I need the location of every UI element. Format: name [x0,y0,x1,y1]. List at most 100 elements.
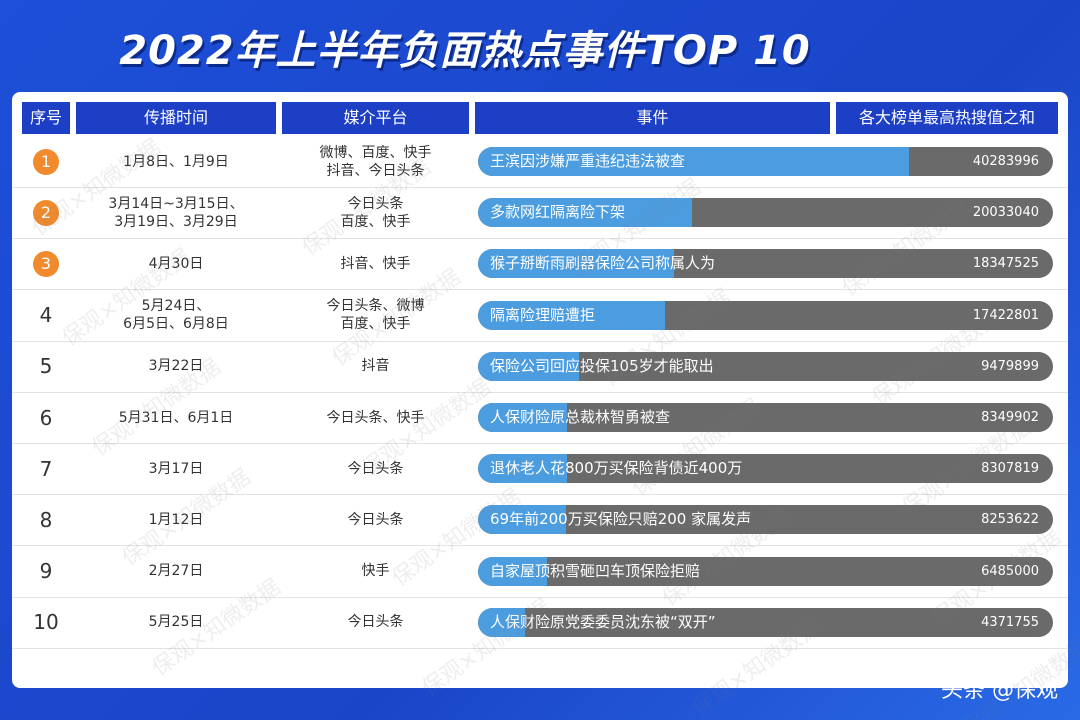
header-cell: 媒介平台 [282,102,469,134]
time-line: 3月17日 [148,460,204,477]
platform-line: 抖音 [361,358,390,375]
rank-cell: 5 [22,341,70,392]
time-line: 1月12日 [148,511,204,528]
time-cell: 5月25日 [76,597,276,648]
bar [478,351,580,381]
value-label: 9479899 [981,358,1039,374]
time-line: 5月31日、6月1日 [118,409,234,426]
time-line: 3月14日~3月15日、 [108,195,244,212]
time-cell: 5月24日、 6月5日、6月8日 [76,290,276,341]
bar [478,147,910,176]
rank: 6 [39,405,53,430]
platform-line: 抖音、快手 [340,255,411,272]
bar-track: 隔离险理赔遭拒 17422801 [478,300,1053,330]
header-cell: 事件 [475,102,830,134]
bar-track: 自家屋顶积雪砸凹车顶保险拒赔 6485000 [478,556,1053,586]
value-label: 8307819 [981,461,1039,477]
rank: 7 [39,456,53,481]
rank-cell: 9 [22,546,70,597]
rank: 8 [39,507,53,532]
bar [478,505,567,535]
value-label: 40283996 [972,154,1039,169]
event: 猴子掰断雨刷器保险公司称属人为 [490,254,716,273]
time-line: 2月27日 [148,563,204,580]
event: 69年前200万买保险只赔200 家属发声 [490,510,752,529]
value-label: 8253622 [981,512,1039,528]
rank: 5 [39,354,53,379]
event: 退休老人花800万买保险背债近400万 [490,459,743,478]
bar [478,249,675,279]
rank-cell: 1 [22,136,70,187]
platform-line: 今日头条、微博 [326,298,425,315]
rank: 10 [33,610,59,635]
platform-line: 今日头条 [347,460,404,477]
rank-cell: 4 [22,290,70,341]
value-label: 20033040 [972,205,1039,221]
table-row: 4 5月24日、 6月5日、6月8日 今日头条、微博 百度、快手 隔离险理赔遭拒 17422… [12,290,1068,342]
table-row: 5 3月22日 抖音 保险公司回应投保105岁才能取出 9479899 [12,341,1068,393]
bar-track: 人保财险原党委委员沈东被“双开” 4371755 [478,607,1053,637]
header-cell: 传播时间 [76,102,276,134]
bar [478,556,548,586]
platform-cell: 今日头条 [282,494,469,545]
value-label: 6485000 [981,563,1039,579]
time-line: 3月22日 [148,358,204,375]
rank: 4 [39,303,53,328]
platform-cell: 抖音 [282,341,469,392]
platform-cell: 今日头条、微博 百度、快手 [282,290,469,341]
platform-line: 微博、百度、快手 [319,144,432,161]
rank: 2 [33,199,59,226]
time-cell: 5月31日、6月1日 [76,392,276,443]
header-cell: 序号 [22,102,70,134]
time-cell: 1月12日 [76,494,276,545]
time-line: 4月30日 [148,255,204,272]
time-cell: 3月14日~3月15日、 3月19日、3月29日 [76,187,276,238]
bar-track: 69年前200万买保险只赔200 家属发声 8253622 [478,505,1053,535]
time-cell: 1月8日、1月9日 [76,136,276,187]
event: 人保财险原总裁林智勇被查 [490,408,671,426]
platform-cell: 抖音、快手 [282,238,469,289]
bar-track: 多款网红隔离险下架 20033040 [478,198,1053,228]
rank: 3 [33,250,59,277]
time-line: 3月19日、3月29日 [114,213,238,230]
rank-cell: 8 [22,494,70,545]
value-label: 4371755 [981,614,1039,630]
time-line: 5月24日、 [141,298,211,315]
rank-cell: 3 [22,238,70,289]
table-row: 1 1月8日、1月9日 微博、百度、快手 抖音、今日头条 王滨因涉嫌严重违纪违法被查 40… [12,136,1068,188]
event: 保险公司回应投保105岁才能取出 [490,356,714,375]
header-cell: 各大榜单最高热搜值之和 [836,102,1058,134]
event: 多款网红隔离险下架 [490,203,626,222]
table-row: 2 3月14日~3月15日、 3月19日、3月29日 今日头条 百度、快手 多款网红隔离险… [12,187,1068,240]
bar [478,454,567,484]
bar-track: 退休老人花800万买保险背债近400万 8307819 [478,454,1053,484]
time-line: 6月5日、6月8日 [123,316,229,333]
platform-cell: 今日头条 百度、快手 [282,187,469,238]
platform-cell: 微博、百度、快手 抖音、今日头条 [282,136,469,187]
platform-line: 今日头条 [347,614,404,631]
platform-line: 快手 [361,563,390,580]
bar [478,403,568,432]
value-label: 17422801 [972,307,1039,323]
bar-track: 猴子掰断雨刷器保险公司称属人为 18347525 [478,249,1053,279]
platform-line: 百度、快手 [340,213,411,230]
platform-line: 抖音、今日头条 [326,162,425,179]
table-row: 10 5月25日 今日头条 人保财险原党委委员沈东被“双开” 4371755 [12,597,1068,649]
platform-cell: 今日头条、快手 [282,392,469,443]
time-cell: 3月17日 [76,443,276,494]
footer: 头条 @保观 [941,678,1058,703]
bar-track: 王滨因涉嫌严重违纪违法被查 40283996 [478,147,1053,176]
rank-cell: 10 [22,597,70,648]
event: 人保财险原党委委员沈东被“双开” [490,612,716,631]
bar [478,607,525,637]
title: 2022年上半年负面热点事件TOP 10 [119,28,811,74]
bar [478,300,665,330]
table-row: 7 3月17日 今日头条 退休老人花800万买保险背债近400万 8307819 [12,443,1068,496]
rank: 1 [33,148,59,175]
rank-cell: 6 [22,392,70,443]
rank-cell: 7 [22,443,70,494]
time-cell: 4月30日 [76,238,276,289]
rank-cell: 2 [22,187,70,238]
value-label: 8349902 [981,410,1039,425]
